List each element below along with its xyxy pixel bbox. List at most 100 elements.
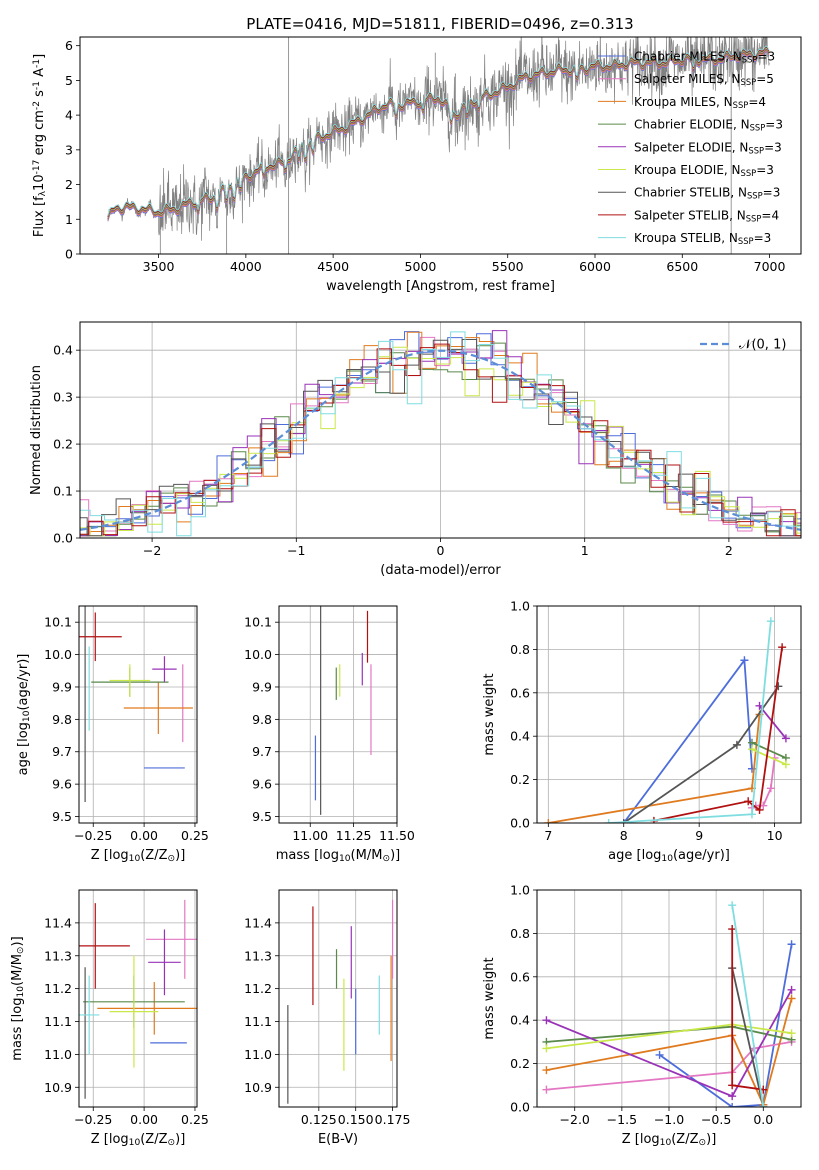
series-line-kroupa-stelib — [608, 621, 772, 823]
legend-label-kroupa-elodie-n-ssp-3: Kroupa ELODIE, NSSP=3 — [634, 163, 774, 178]
y-tick-label: 10.0 — [44, 647, 72, 662]
y-tick-label: 0.8 — [510, 642, 530, 657]
axes-spectrum: 3500 4000 4500 5000 5500 6000 6500 7000 0 1 2 3 4 5 6 w… — [32, 36, 802, 294]
figure-title: PLATE=0416, MJD=51811, FIBERID=0496, z=0… — [246, 15, 633, 33]
y-tick-label: 11.3 — [244, 948, 272, 963]
axes-frame — [278, 889, 398, 1108]
x-tick-label: 6500 — [666, 259, 698, 274]
histogram-kroupa-miles — [80, 331, 801, 537]
x-tick-label: −1.5 — [607, 1112, 637, 1127]
y-tick-label: 0.2 — [510, 1056, 530, 1071]
y-tick-label: 0 — [65, 247, 73, 262]
spectrum-legend: Chabrier MILES, NSSP=3 Salpeter MILES, NS… — [598, 50, 783, 246]
y-tick-label: 9.6 — [52, 777, 72, 792]
x-axis-label: (data-model)/error — [380, 563, 501, 578]
series-point-salpeter-elodie — [542, 1016, 551, 1025]
plot-area-spectrum — [107, 37, 770, 254]
legend-label-salpeter-miles-n-ssp-5: Salpeter MILES, NSSP=5 — [634, 72, 774, 87]
plot-area-age-vs-Z — [79, 606, 193, 802]
y-tick-label: 0.2 — [53, 437, 73, 452]
series-point-salpeter-elodie — [728, 1092, 737, 1101]
series-point-kroupa-stelib — [747, 810, 756, 819]
x-tick-label: 0.00 — [130, 1112, 158, 1127]
series-point-chabrier-stelib — [732, 740, 741, 749]
axes-frame — [79, 36, 802, 255]
x-axis-label: E(B-V) — [318, 1132, 358, 1147]
x-tick-label: 11.25 — [336, 828, 372, 843]
series-point-chabrier-miles — [740, 656, 749, 665]
x-tick-label: 0.25 — [181, 1112, 209, 1127]
x-tick-label: 4500 — [317, 259, 349, 274]
x-tick-label: 2 — [725, 543, 733, 558]
x-axis-label: wavelength [Angstrom, rest frame] — [326, 279, 555, 294]
y-tick-label: 11.2 — [44, 981, 72, 996]
y-tick-label: 0.8 — [510, 926, 530, 941]
axes-mass-vs-Z: −0.25 0.00 0.25 10.9 11.0 11.1 11.2 11.3 11.4 Z [… — [10, 889, 209, 1148]
legend-label-salpeter-elodie-n-ssp-3: Salpeter ELODIE, NSSP=3 — [634, 140, 782, 155]
histogram-chabrier-stelib — [80, 339, 801, 537]
x-tick-label: 6000 — [579, 259, 611, 274]
series-line-salpeter-stelib — [653, 647, 783, 822]
x-tick-label: −1 — [287, 543, 305, 558]
y-tick-label: 11.3 — [44, 948, 72, 963]
y-tick-label: 11.1 — [244, 1014, 272, 1029]
x-tick-label: 0.175 — [375, 1112, 411, 1127]
y-tick-label: 1.0 — [510, 599, 530, 614]
y-tick-label: 11.2 — [244, 981, 272, 996]
x-tick-label: 0.25 — [181, 828, 209, 843]
series-point-kroupa-elodie — [781, 760, 790, 769]
series-point-salpeter-elodie — [781, 734, 790, 743]
series-point-kroupa-stelib — [766, 617, 775, 626]
x-tick-label: −2.0 — [560, 1112, 590, 1127]
y-tick-label: 0.0 — [53, 531, 73, 546]
y-tick-label: 0.0 — [510, 1100, 530, 1115]
y-tick-label: 0.4 — [53, 343, 73, 358]
series-point-salpeter-stelib — [728, 925, 737, 934]
y-tick-label: 10.9 — [44, 1080, 72, 1095]
y-tick-label: 0.6 — [510, 969, 530, 984]
y-tick-label: 0.2 — [510, 772, 530, 787]
histogram-salpeter-miles — [80, 336, 801, 537]
axes-age-vs-Z: −0.25 0.00 0.25 9.5 9.6 9.7 9.8 9.9 10.0 10.1 Z [l… — [16, 605, 209, 864]
x-axis-label: mass [log10(M/M⊙)] — [276, 848, 400, 864]
axes-frame — [278, 605, 398, 824]
x-tick-label: 11.00 — [292, 828, 328, 843]
axes-age-vs-mass: 11.00 11.25 11.50 9.5 9.6 9.7 9.8 9.9 10.0 10.1 ma… — [244, 605, 415, 864]
y-tick-label: 0.4 — [510, 729, 530, 744]
series-point-kroupa-miles — [787, 994, 796, 1003]
series-point-kroupa-elodie — [542, 1044, 551, 1053]
legend-label-normal: 𝒩(0, 1) — [739, 338, 786, 353]
x-tick-label: 8 — [620, 828, 628, 843]
x-tick-label: 5000 — [405, 259, 437, 274]
x-axis-label: Z [log10(Z/Z⊙)] — [622, 1132, 717, 1148]
legend-label-chabrier-miles-n-ssp-3: Chabrier MILES, NSSP=3 — [634, 50, 775, 65]
y-tick-label: 0.1 — [53, 484, 73, 499]
x-tick-label: −2 — [143, 543, 161, 558]
axes-frame — [79, 321, 802, 539]
y-tick-label: 5 — [65, 73, 73, 88]
y-tick-label: 9.5 — [252, 809, 272, 824]
series-point-kroupa-stelib — [759, 1103, 768, 1107]
series-point-chabrier-miles — [787, 940, 796, 949]
series-point-chabrier-miles — [728, 1103, 737, 1107]
series-point-salpeter-stelib — [744, 797, 753, 806]
plot-area-mass-weight-vs-Z — [542, 901, 796, 1107]
series-point-kroupa-miles — [542, 1066, 551, 1075]
x-tick-label: 11.50 — [379, 828, 415, 843]
axes-frame — [536, 605, 802, 824]
y-axis-label: mass [log10(M/M⊙)] — [10, 936, 26, 1060]
y-tick-label: 0.3 — [53, 390, 73, 405]
x-tick-label: −0.25 — [74, 828, 112, 843]
x-axis-label: age [log10(age/yr)] — [608, 848, 730, 864]
series-line-kroupa-stelib — [731, 905, 765, 1107]
y-tick-label: 3 — [65, 142, 73, 157]
histogram-kroupa-stelib — [80, 331, 801, 537]
y-tick-label: 9.7 — [52, 744, 72, 759]
y-axis-label: mass weight — [482, 673, 497, 755]
y-tick-label: 9.5 — [52, 809, 72, 824]
histogram-salpeter-stelib — [80, 343, 801, 537]
series-point-salpeter-stelib — [778, 643, 787, 652]
model-line-kroupa-stelib — [107, 45, 770, 216]
series-point-kroupa-stelib — [728, 901, 737, 910]
normal-curve — [80, 349, 801, 531]
